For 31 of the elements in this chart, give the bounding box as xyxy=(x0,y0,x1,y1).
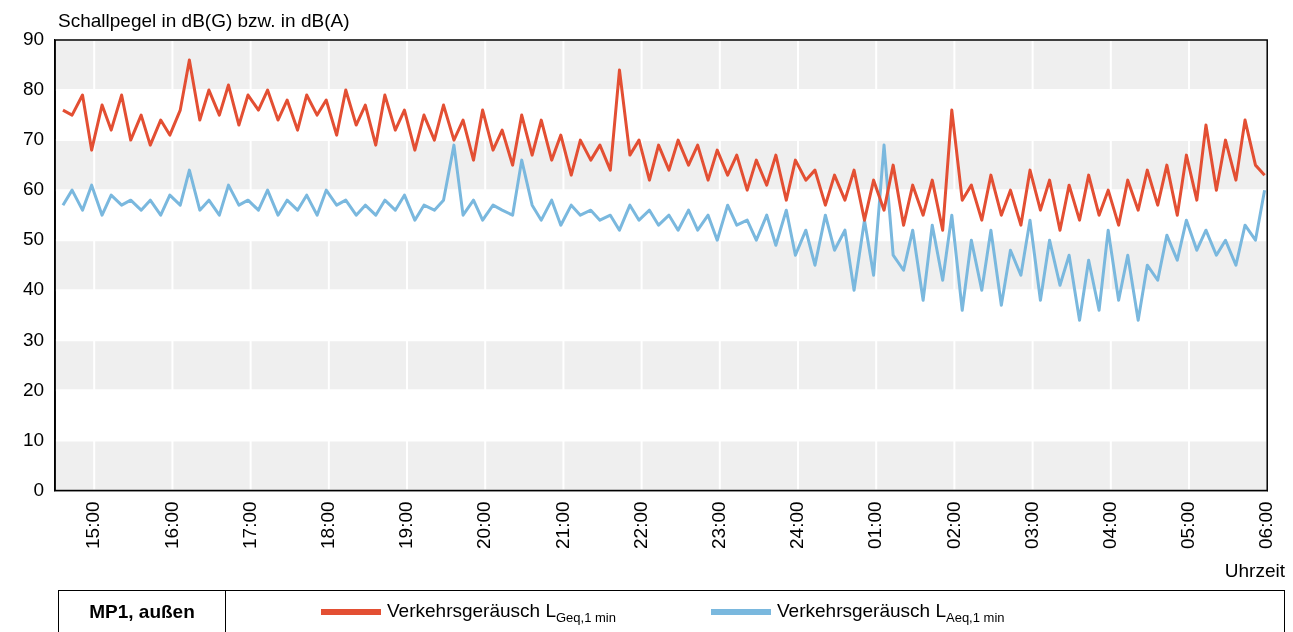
x-tick-label: 16:00 xyxy=(160,501,182,549)
x-tick-label: 17:00 xyxy=(238,501,260,549)
y-tick-label: 90 xyxy=(22,28,45,50)
y-axis-title: Schallpegel in dB(G) bzw. in dB(A) xyxy=(58,10,350,32)
legend-label: Verkehrsgeräusch L$_{Geq,1 min}$ xyxy=(387,599,616,625)
y-tick-label: 20 xyxy=(22,378,45,400)
y-tick-label: 10 xyxy=(22,428,45,450)
y-tick-label: 60 xyxy=(22,178,45,200)
y-tick-label: 70 xyxy=(22,128,45,150)
y-tick-label: 80 xyxy=(22,78,45,100)
x-tick-label: 24:00 xyxy=(786,501,808,549)
x-tick-label: 18:00 xyxy=(317,501,339,549)
x-axis-title: Uhrzeit xyxy=(1224,560,1285,582)
x-tick-label: 04:00 xyxy=(1099,501,1121,549)
x-tick-label: 05:00 xyxy=(1177,501,1199,549)
x-tick-label: 01:00 xyxy=(864,501,886,549)
y-tick-label: 0 xyxy=(33,478,45,500)
legend-label: Verkehrsgeräusch L$_{Aeq,1 min}$ xyxy=(776,599,1005,625)
y-tick-label: 50 xyxy=(22,228,45,250)
x-tick-label: 06:00 xyxy=(1255,501,1277,549)
x-tick-label: 19:00 xyxy=(395,501,417,549)
y-tick-label: 40 xyxy=(22,278,45,300)
text: MP1, außen xyxy=(59,591,226,632)
y-tick-label: 30 xyxy=(22,328,45,350)
x-tick-label: 15:00 xyxy=(82,501,104,549)
x-tick-label: 23:00 xyxy=(708,501,730,549)
x-tick-label: 22:00 xyxy=(629,501,651,549)
x-tick-label: 20:00 xyxy=(473,501,495,549)
x-tick-label: 21:00 xyxy=(551,501,573,549)
x-tick-label: 03:00 xyxy=(1020,501,1042,549)
x-tick-label: 02:00 xyxy=(942,501,964,549)
